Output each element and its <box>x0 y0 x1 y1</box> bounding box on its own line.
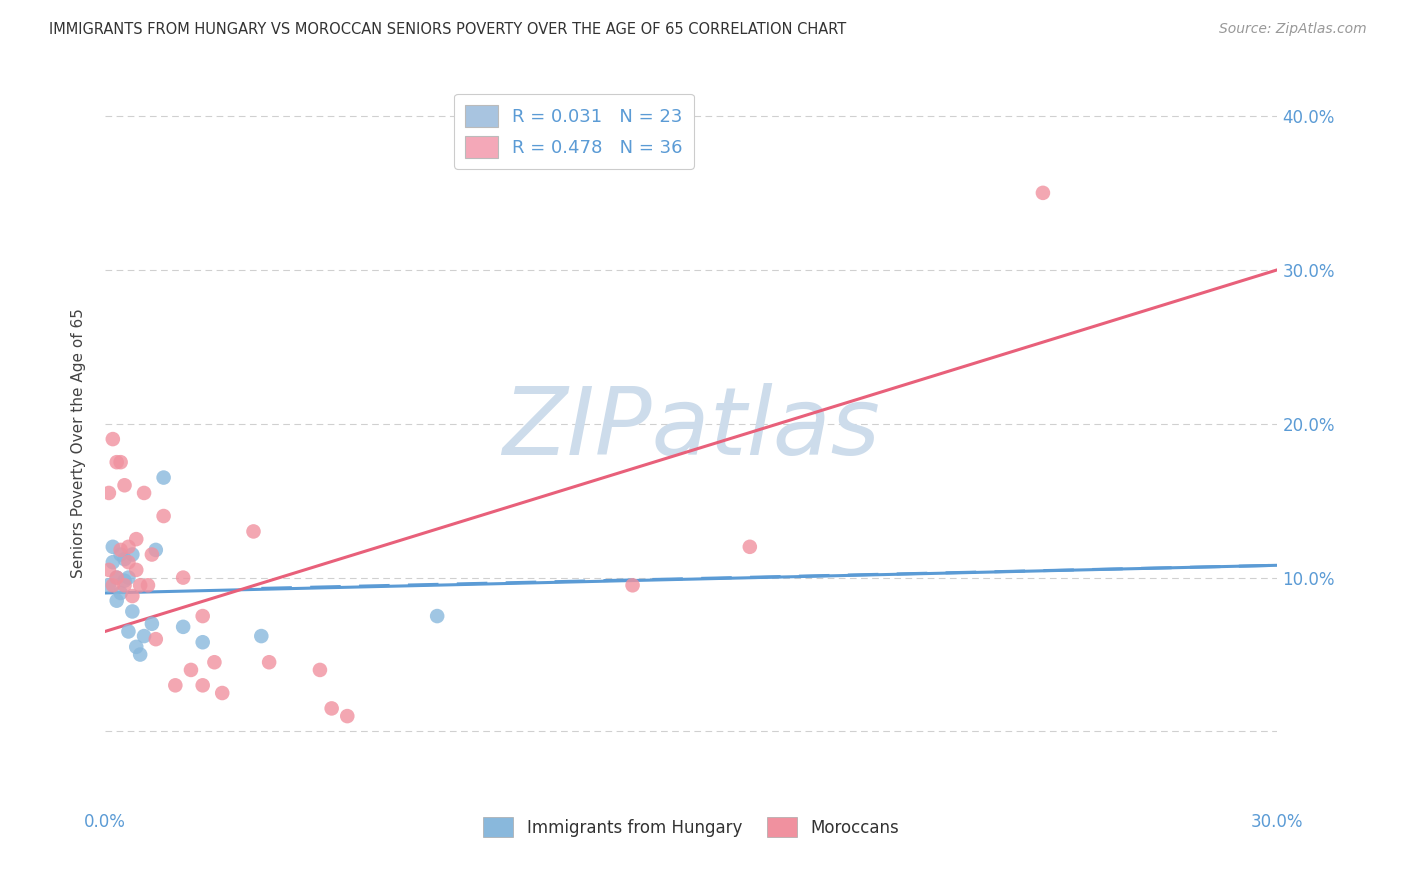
Point <box>426 609 449 624</box>
Point <box>141 548 163 562</box>
Point <box>242 524 264 539</box>
Point <box>145 632 167 647</box>
Point <box>621 578 644 592</box>
Point <box>125 640 148 654</box>
Point <box>211 686 233 700</box>
Point <box>117 555 139 569</box>
Point <box>105 571 128 585</box>
Point <box>738 540 761 554</box>
Point <box>110 586 132 600</box>
Point <box>180 663 202 677</box>
Point <box>129 578 152 592</box>
Y-axis label: Seniors Poverty Over the Age of 65: Seniors Poverty Over the Age of 65 <box>72 308 86 578</box>
Point <box>309 663 332 677</box>
Point <box>101 540 124 554</box>
Point <box>105 455 128 469</box>
Point <box>165 678 187 692</box>
Point <box>121 548 143 562</box>
Point <box>117 571 139 585</box>
Point <box>114 552 136 566</box>
Point <box>114 478 136 492</box>
Point <box>97 563 120 577</box>
Point <box>105 593 128 607</box>
Point <box>257 655 280 669</box>
Point <box>250 629 273 643</box>
Point <box>101 432 124 446</box>
Point <box>132 486 155 500</box>
Point <box>202 655 225 669</box>
Point <box>145 542 167 557</box>
Point <box>101 578 124 592</box>
Point <box>141 616 163 631</box>
Point <box>1032 186 1054 200</box>
Point <box>117 624 139 639</box>
Point <box>136 578 159 592</box>
Point <box>105 571 128 585</box>
Point <box>172 571 194 585</box>
Point <box>117 540 139 554</box>
Point <box>114 574 136 588</box>
Point <box>132 629 155 643</box>
Point <box>191 678 214 692</box>
Point <box>172 620 194 634</box>
Point <box>336 709 359 723</box>
Legend: Immigrants from Hungary, Moroccans: Immigrants from Hungary, Moroccans <box>477 810 905 844</box>
Point <box>129 648 152 662</box>
Point <box>121 589 143 603</box>
Point <box>110 548 132 562</box>
Point <box>125 532 148 546</box>
Point <box>152 509 174 524</box>
Point <box>101 555 124 569</box>
Point <box>191 635 214 649</box>
Text: IMMIGRANTS FROM HUNGARY VS MOROCCAN SENIORS POVERTY OVER THE AGE OF 65 CORRELATI: IMMIGRANTS FROM HUNGARY VS MOROCCAN SENI… <box>49 22 846 37</box>
Point <box>114 578 136 592</box>
Point <box>191 609 214 624</box>
Point <box>97 578 120 592</box>
Point <box>125 563 148 577</box>
Text: Source: ZipAtlas.com: Source: ZipAtlas.com <box>1219 22 1367 37</box>
Point <box>110 455 132 469</box>
Point <box>97 486 120 500</box>
Text: ZIPatlas: ZIPatlas <box>502 383 880 474</box>
Point <box>121 604 143 618</box>
Point <box>152 470 174 484</box>
Point <box>110 542 132 557</box>
Point <box>321 701 343 715</box>
